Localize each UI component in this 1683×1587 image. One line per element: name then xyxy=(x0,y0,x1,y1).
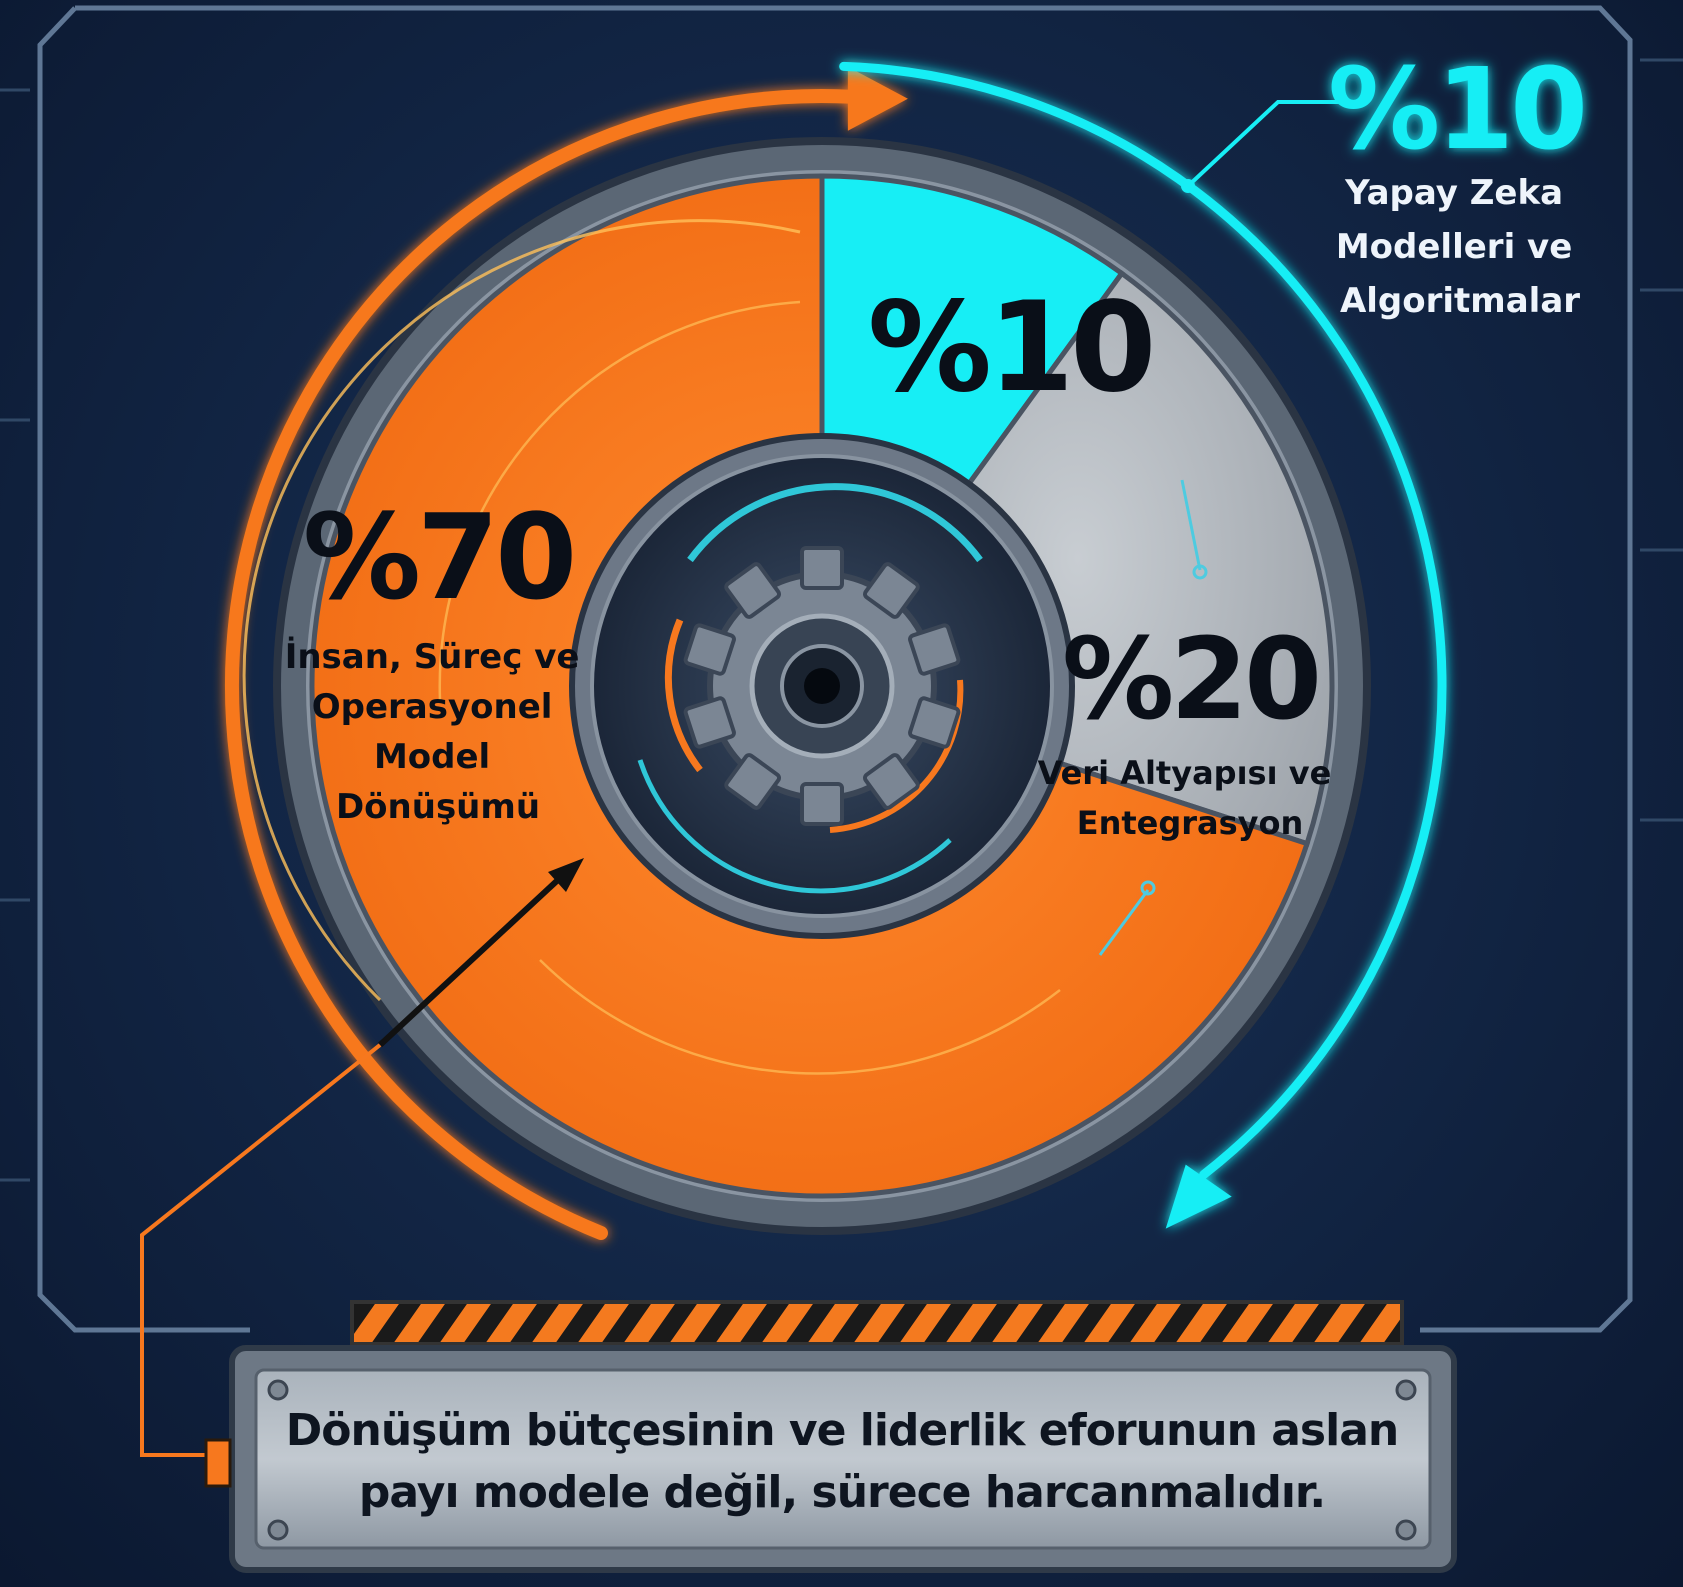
gear-tooth xyxy=(800,782,844,826)
gear-tooth xyxy=(683,623,736,676)
slice-cyan-value: %10 xyxy=(868,276,1153,420)
gear-tooth xyxy=(683,696,736,749)
gear-tooth xyxy=(863,562,920,619)
gear-tooth xyxy=(800,546,844,590)
banner-line-2: payı modele değil, sürece harcanmalıdır. xyxy=(358,1467,1326,1518)
metal-ring-inner xyxy=(306,170,1338,1202)
banner-plate xyxy=(204,1345,1457,1573)
gear-tooth xyxy=(724,753,781,810)
central-hub xyxy=(569,433,1075,939)
gray-slice-decor xyxy=(1098,479,1208,956)
gear-tooth xyxy=(863,753,920,810)
gear-tooth xyxy=(908,623,961,676)
slice-gray-label: Veri Altyapısı ve Entegrasyon xyxy=(1038,754,1343,842)
pie-slices xyxy=(309,173,1335,1199)
orange-slice-decor xyxy=(242,219,1061,1075)
hud-frame xyxy=(0,5,1683,1333)
callout-value: %10 xyxy=(1328,45,1584,175)
gear-tooth xyxy=(724,562,781,619)
callout-leader xyxy=(1181,100,1340,193)
slice-orange-label: İnsan, Süreç ve Operasyonel Model Dönüşü… xyxy=(285,636,592,827)
slice-orange-value: %70 xyxy=(303,488,573,626)
gear-tooth xyxy=(908,696,961,749)
hazard-stripe xyxy=(350,1300,1404,1346)
banner-message: Dönüşüm bütçesinin ve liderlik eforunun … xyxy=(262,1382,1422,1542)
banner-line-1: Dönüşüm bütçesinin ve liderlik eforunun … xyxy=(285,1405,1399,1456)
callout-label: Yapay Zeka Modelleri ve Algoritmalar xyxy=(1336,173,1584,321)
banner-pointer-arrow xyxy=(140,858,584,1457)
cyan-outer-arc xyxy=(839,61,1447,1229)
slice-gray-value: %20 xyxy=(1062,615,1318,745)
orange-outer-arc xyxy=(225,66,908,1241)
